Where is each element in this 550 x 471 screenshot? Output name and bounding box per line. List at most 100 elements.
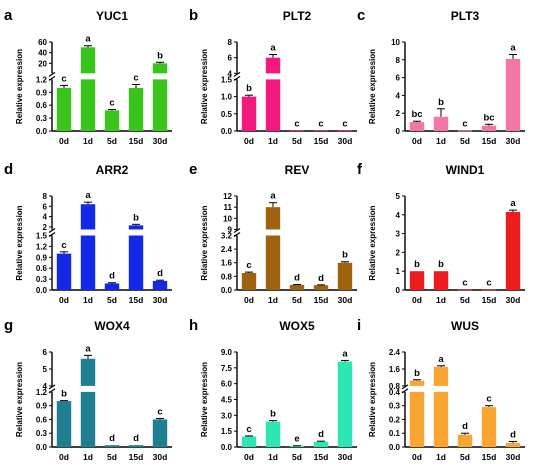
chart-i-y-tick-label: 0.1 [389,429,401,438]
chart-f-sig-letter: b [438,259,444,270]
chart-g-title: WOX4 [94,319,130,333]
chart-c-y-tick-label: 6 [396,74,401,83]
chart-d-bar [128,235,144,290]
chart-e-y-tick-label: 10 [223,214,232,223]
chart-h-title: WOX5 [279,319,315,333]
chart-c-sig-letter: bc [411,109,422,120]
chart-d-panel-letter: d [4,161,13,178]
chart-i-bar [457,434,473,447]
chart-e-bar [265,207,281,230]
chart-d-bar [128,225,144,230]
chart-a-bar [128,87,144,131]
chart-h-sig-letter: c [246,424,251,435]
chart-h-ylabel: Relative expression [200,362,209,437]
chart-panel-a: a YUC1 Relative expression 0.0 0.3 0.6 0.9 1.2 2… [4,7,172,146]
chart-e-sig-letter: b [342,250,348,261]
chart-d-bar [80,204,96,230]
chart-g-y-tick-label: 0.0 [36,443,48,452]
chart-e-sig-letter: d [318,273,324,284]
chart-i-bar [505,442,521,447]
chart-c-bar [457,130,473,132]
chart-i-ylabel: Relative expression [368,362,377,437]
chart-d-sig-letter: d [157,268,163,279]
chart-d-x-tick-label: 15d [129,295,144,305]
chart-g-bar [152,419,168,447]
chart-a-sig-letter: b [157,50,163,61]
chart-c-x-tick-label: 5d [460,136,470,146]
chart-h-sig-letter: a [342,348,348,359]
chart-h-y-tick-label: 7.5 [221,364,233,373]
chart-a-x-tick-label: 5d [107,136,117,146]
chart-g-y-tick-label: 1.2 [36,388,48,397]
chart-e-bar [241,272,257,290]
chart-g-x-tick-label: 15d [129,452,144,462]
chart-a-y-tick-label: 0.3 [36,114,48,123]
chart-f-y-tick-label: 2 [396,248,401,257]
chart-panel-i: i WUS Relative expression 0.0 0.1 0.2 0.3 0.40.… [357,317,525,462]
chart-i-x-tick-label: 5d [460,452,470,462]
chart-f-y-tick-label: 3 [396,230,401,239]
chart-d-axis-break-mark [48,227,56,233]
chart-panel-e: e REV Relative expression 0.0 0.8 1.6 2.4 3.29 1… [189,161,357,305]
chart-d-y-tick-label: 0.6 [36,264,48,273]
chart-i-axis-break-mark [401,384,409,390]
chart-i-x-tick-label: 1d [436,452,446,462]
chart-i-y-tick-label: 0.2 [389,415,401,424]
chart-a-y-tick-label: 0.0 [36,127,48,136]
chart-f-bar [505,211,521,290]
chart-e-x-tick-label: 5d [292,295,302,305]
chart-f-sig-letter: c [462,278,467,289]
chart-c-ylabel: Relative expression [368,49,377,124]
chart-i-title: WUS [451,319,479,333]
chart-a-y-tick-label: 60 [38,38,47,47]
chart-f-y-tick-label: 0 [396,286,401,295]
chart-b-sig-letter: c [294,118,299,129]
chart-e-panel-letter: e [189,161,197,178]
chart-f-sig-letter: a [510,198,516,209]
chart-b-bar [241,96,257,131]
chart-i-x-tick-label: 15d [482,452,497,462]
chart-g-y-tick-label: 0.3 [36,429,48,438]
chart-h-sig-letter: d [318,429,324,440]
chart-d-y-tick-label: 2 [43,223,48,232]
chart-d-y-tick-label: 0.0 [36,286,48,295]
chart-g-bar [128,445,144,447]
chart-i-x-tick-label: 30d [506,452,521,462]
chart-panel-b: b PLT2 Relative expression 0.0 0.5 1.0 1.54 6 8 b… [189,7,357,146]
chart-g-y-tick-label: 0.9 [36,402,48,411]
chart-e-ylabel: Relative expression [200,205,209,280]
chart-a-x-tick-label: 15d [129,136,144,146]
chart-a-sig-letter: c [109,97,114,108]
chart-e-x-tick-label: 15d [314,295,329,305]
chart-c-x-tick-label: 30d [506,136,521,146]
chart-d-y-tick-label: 1.5 [36,231,48,240]
chart-b-sig-letter: c [318,118,323,129]
chart-a-y-tick-label: 40 [38,49,47,58]
chart-b-y-tick-label: 0.0 [221,127,233,136]
chart-f-y-tick-label: 5 [396,192,401,201]
chart-b-x-tick-label: 15d [314,136,329,146]
chart-i-bar [409,391,425,447]
chart-g-bar [56,401,72,447]
chart-f-x-tick-label: 0d [412,295,422,305]
chart-b-bar [265,57,281,74]
chart-c-bar [481,125,497,131]
chart-b-panel-letter: b [189,7,198,24]
chart-i-sig-letter: a [438,354,444,365]
chart-a-bar [80,47,96,74]
chart-f-x-tick-label: 1d [436,295,446,305]
chart-a-bar [56,87,72,131]
chart-b-y-tick-label: 1.5 [221,75,233,84]
chart-d-bar [152,280,168,290]
chart-panel-f: f WIND1 Relative expression 0 1 2 3 4 5 b 0d b 1d c 5d… [357,161,525,305]
chart-a-x-tick-label: 1d [83,136,93,146]
chart-panel-d: d ARR2 Relative expression 0.0 0.3 0.6 0.9 1.2 1… [4,161,172,305]
chart-b-y-tick-label: 6 [228,54,233,63]
chart-c-y-tick-label: 8 [396,56,401,65]
chart-b-y-tick-label: 8 [228,38,233,47]
chart-h-sig-letter: e [294,434,299,445]
chart-f-x-tick-label: 30d [506,295,521,305]
chart-f-title: WIND1 [446,163,485,177]
chart-c-x-tick-label: 0d [412,136,422,146]
chart-g-y-tick-label: 0.6 [36,415,48,424]
